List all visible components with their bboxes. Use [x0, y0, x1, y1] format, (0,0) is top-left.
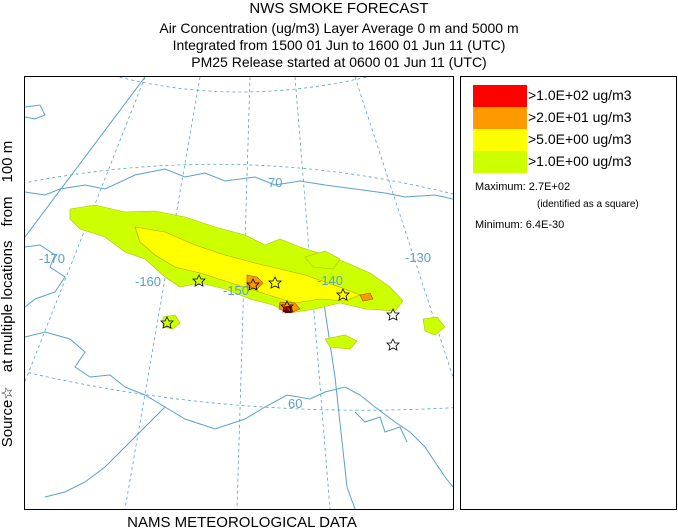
source-star-3	[246, 278, 260, 291]
source-star-7	[386, 308, 400, 321]
coast-west	[25, 244, 66, 308]
plume-orange-3	[359, 292, 374, 302]
source-star-2	[192, 274, 206, 287]
source-text: Source	[0, 399, 16, 448]
lon-label-160: -160	[135, 274, 161, 289]
legend-panel: >1.0E+02 ug/m3 >2.0E+01 ug/m3 >5.0E+00 u…	[460, 76, 677, 510]
source-star-8	[386, 338, 400, 351]
legend-swatch-lime	[473, 151, 527, 173]
plume-island-2	[324, 334, 358, 350]
legend-item-4: >1.0E+00 ug/m3	[473, 151, 673, 173]
smoke-map: -170 -160 -150 -140 -130 70 60	[24, 76, 454, 510]
legend-label-2: >2.0E+01 ug/m3	[528, 109, 632, 125]
meridian-170	[25, 77, 146, 383]
smoke-plume	[69, 204, 446, 350]
plume-core-2	[134, 226, 361, 304]
coast-west2	[25, 331, 453, 488]
plume-island-4	[304, 250, 341, 270]
legend-label-4: >1.0E+00 ug/m3	[528, 153, 632, 169]
legend-item-2: >2.0E+01 ug/m3	[473, 107, 673, 129]
solid-grid	[25, 77, 356, 509]
source-star-icon: ☆	[0, 386, 16, 400]
subtitle-integration: Integrated from 1500 01 Jun to 1600 01 J…	[172, 37, 506, 53]
meridian-160	[124, 77, 201, 509]
source-star-5	[280, 300, 294, 313]
lat-label-70: 70	[268, 175, 282, 190]
coast-south	[354, 411, 408, 443]
parallel-80	[117, 77, 369, 93]
page-title: NWS SMOKE FORECAST	[249, 0, 429, 17]
coastline	[25, 104, 453, 498]
legend-maximum: Maximum: 2.7E+02	[475, 181, 571, 193]
coast-peninsula	[44, 406, 166, 498]
legend-swatch-orange	[473, 107, 527, 129]
subtitle-release: PM25 Release started at 0600 01 Jun 11 (…	[191, 54, 487, 70]
maximum-square-icon	[285, 306, 292, 313]
source-markers	[160, 274, 400, 351]
legend-minimum: Minimum: 6.4E-30	[475, 219, 565, 231]
source-star-4	[268, 276, 282, 289]
coast-north	[25, 168, 453, 200]
parallel-60	[25, 371, 453, 411]
lon-label-150: -150	[223, 283, 249, 298]
legend-swatch-red	[473, 85, 527, 107]
source-star-1	[160, 316, 174, 329]
solid-line-1	[25, 77, 146, 238]
plume-orange-1	[246, 274, 264, 290]
meridian-130	[354, 77, 453, 378]
map-svg: -170 -160 -150 -140 -130 70 60	[25, 77, 453, 509]
lon-label-130: -130	[405, 250, 431, 265]
from-text: from	[0, 196, 16, 227]
subtitle-concentration: Air Concentration (ug/m3) Layer Average …	[159, 20, 519, 36]
plume-island-3	[422, 316, 446, 336]
graticule-labels: -170 -160 -150 -140 -130 70 60	[39, 175, 431, 411]
height-text: 100 m	[0, 140, 16, 183]
legend-item-3: >5.0E+00 ug/m3	[473, 129, 673, 151]
source-star-6	[336, 288, 350, 301]
footer-data-source: NAMS METEOROLOGICAL DATA	[127, 514, 357, 531]
solid-line-2	[319, 276, 356, 509]
legend-swatch-yellow	[473, 129, 527, 151]
lon-label-170: -170	[39, 251, 65, 266]
legend-item-1: >1.0E+02 ug/m3	[473, 85, 673, 107]
lon-label-140: -140	[317, 273, 343, 288]
lat-label-60: 60	[288, 396, 302, 411]
multiple-locations-text: at multiple locations	[0, 240, 16, 373]
coast-lake	[25, 104, 46, 120]
source-label: Source☆ at multiple locations from 100 m	[0, 74, 18, 514]
legend-maximum-note: (identified as a square)	[537, 199, 639, 210]
legend-label-1: >1.0E+02 ug/m3	[528, 87, 632, 103]
legend-label-3: >5.0E+00 ug/m3	[528, 131, 632, 147]
